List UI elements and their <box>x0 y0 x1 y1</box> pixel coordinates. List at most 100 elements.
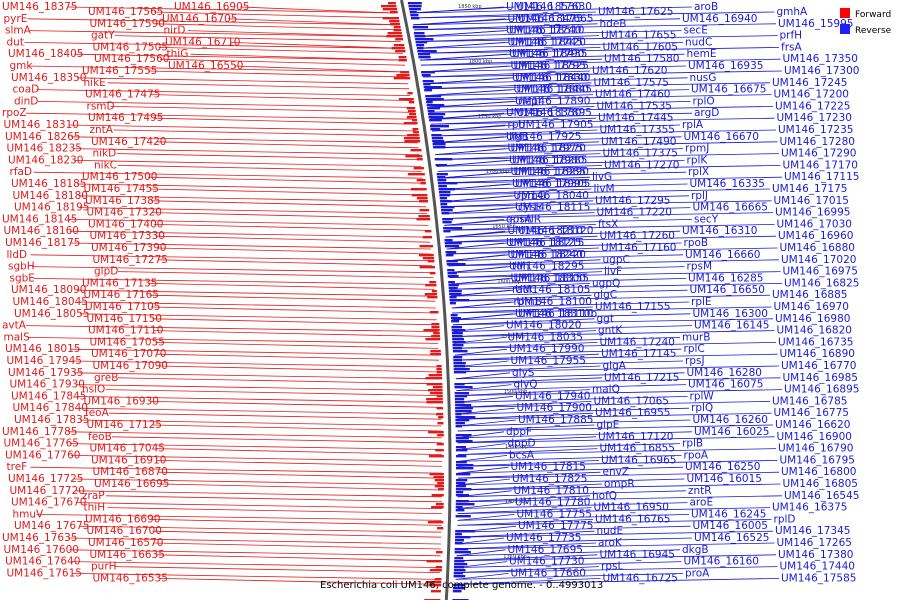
reverse-label-connector <box>457 466 684 474</box>
reverse-label-connector <box>457 483 781 491</box>
reverse-gene-label: UM146_18210 <box>508 225 583 237</box>
forward-label-connector <box>69 124 417 132</box>
reverse-feature-block <box>421 74 431 77</box>
reverse-feature-block <box>449 296 457 299</box>
reverse-label-connector <box>452 313 691 321</box>
reverse-label-connector <box>427 94 772 101</box>
reverse-gene-label: UM146_16620 <box>775 419 850 431</box>
forward-label-connector <box>149 401 442 408</box>
reverse-label-connector <box>447 247 600 255</box>
reverse-gene-label: UM146_18445 <box>517 84 592 96</box>
reverse-feature-block <box>434 158 453 161</box>
reverse-gene-label: UM146_17830 <box>512 72 587 84</box>
reverse-feature-block <box>442 221 452 224</box>
forward-feature-block <box>429 455 444 458</box>
forward-feature-block <box>412 119 418 122</box>
reverse-feature-block <box>448 287 458 290</box>
reverse-feature-block <box>412 26 429 29</box>
reverse-feature-block <box>448 290 462 293</box>
forward-label-connector <box>158 578 440 585</box>
forward-label-connector <box>147 176 424 184</box>
reverse-feature-block <box>439 194 451 197</box>
forward-label-connector <box>230 42 402 49</box>
reverse-feature-block <box>455 449 468 452</box>
forward-label-connector <box>76 396 441 403</box>
forward-gene-label: UM146_16690 <box>85 513 160 525</box>
forward-label-connector <box>150 306 437 314</box>
reverse-gene-label: UM146_18270 <box>511 143 586 155</box>
forward-label-connector <box>153 117 415 125</box>
scale-tick-label: 1750 kbp <box>478 114 502 120</box>
reverse-feature-block <box>436 173 448 176</box>
reverse-label-connector <box>457 460 600 467</box>
reverse-gene-label: UM146_16775 <box>774 407 849 419</box>
reverse-label-connector <box>457 407 515 415</box>
reverse-gene-label: UM146_16855 <box>600 443 675 455</box>
reverse-gene-label: gmhA <box>777 6 809 18</box>
reverse-label-connector <box>454 342 598 349</box>
reverse-gene-label: UM146_16895 <box>784 384 859 396</box>
reverse-gene-label: UM146_16735 <box>778 336 853 348</box>
reverse-gene-label: UM146_17825 <box>512 473 587 485</box>
reverse-label-connector <box>432 129 598 137</box>
reverse-feature-block <box>452 347 463 350</box>
reverse-label-connector <box>444 219 693 226</box>
forward-feature-block <box>430 353 442 356</box>
forward-gene-label: UM146_17930 <box>10 379 85 391</box>
reverse-label-connector <box>440 188 771 196</box>
reverse-gene-label: UM146_16965 <box>601 454 676 466</box>
forward-gene-label: UM146_17055 <box>90 336 165 348</box>
forward-label-connector <box>155 235 431 243</box>
reverse-gene-label: UM146_17380 <box>778 549 853 561</box>
reverse-gene-label: rpoB <box>684 237 709 249</box>
reverse-gene-label: UM146_17580 <box>604 53 679 65</box>
reverse-feature-block <box>410 17 420 20</box>
reverse-feature-block <box>446 263 466 266</box>
reverse-feature-block <box>454 386 473 389</box>
reverse-label-connector <box>415 30 682 37</box>
reverse-gene-label: UM146_17975 <box>508 143 583 155</box>
reverse-feature-block <box>451 320 460 323</box>
reverse-gene-label: UM146_17115 <box>784 171 859 183</box>
reverse-label-connector <box>457 424 595 432</box>
reverse-feature-block <box>456 461 467 464</box>
reverse-gene-label: rplD <box>774 513 796 525</box>
forward-gene-label: treF <box>7 461 28 473</box>
reverse-label-connector <box>457 412 594 420</box>
reverse-feature-block <box>455 425 462 428</box>
reverse-gene-label: UM146_16960 <box>778 230 853 242</box>
reverse-label-connector <box>454 348 508 356</box>
forward-gene-label: UM146_17945 <box>7 355 82 367</box>
reverse-gene-label: tdh <box>512 261 529 273</box>
reverse-gene-label: UM146_17790 <box>509 48 584 60</box>
scale-tick-label: 1600 kbp <box>497 279 521 285</box>
reverse-feature-block <box>449 302 456 305</box>
reverse-gene-label: UM146_17160 <box>601 242 676 254</box>
forward-feature-block <box>436 413 444 416</box>
reverse-label-connector <box>431 124 681 132</box>
forward-gene-label: UM146_16870 <box>93 466 168 478</box>
forward-feature-block <box>429 569 442 572</box>
forward-gene-label: UM146_17390 <box>91 242 166 254</box>
forward-gene-label: greB <box>94 372 118 384</box>
forward-feature-block <box>437 422 444 425</box>
forward-gene-label: UM146_17165 <box>84 289 159 301</box>
reverse-gene-label: UM146_17940 <box>515 390 590 402</box>
reverse-feature-block <box>424 89 432 92</box>
reverse-feature-block <box>422 80 434 83</box>
forward-label-connector <box>27 337 439 344</box>
reverse-label-connector <box>437 160 685 167</box>
reverse-gene-label: UM146_17290 <box>781 148 856 160</box>
forward-feature-block <box>425 284 437 287</box>
forward-gene-label: UM146_16905 <box>174 1 249 13</box>
reverse-feature-block <box>455 437 469 440</box>
reverse-label-connector <box>414 23 777 31</box>
forward-gene-label: UM146_16695 <box>94 478 169 490</box>
reverse-label-connector <box>456 554 777 562</box>
scale-tick-label: 1850 kbp <box>458 4 482 10</box>
reverse-gene-label: ompR <box>604 478 635 490</box>
reverse-gene-label: UM146_17995 <box>512 178 587 190</box>
reverse-gene-label: UM146_17620 <box>592 65 667 77</box>
reverse-label-connector <box>411 11 775 19</box>
genome-backbone <box>400 0 452 600</box>
